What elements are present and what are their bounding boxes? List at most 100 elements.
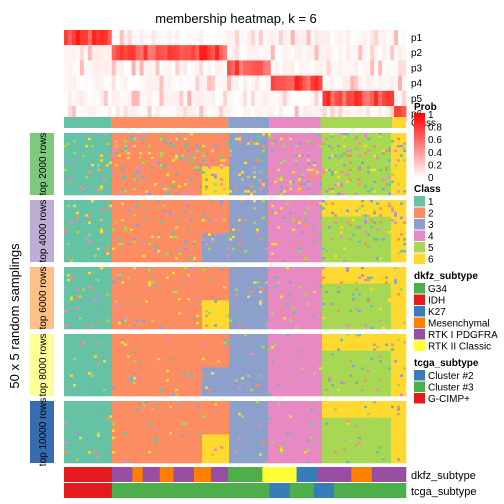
sampling-cell bbox=[355, 223, 359, 227]
sampling-cell bbox=[253, 219, 257, 222]
sampling-cell bbox=[322, 144, 326, 148]
sampling-cell bbox=[106, 154, 110, 158]
sampling-cell bbox=[121, 144, 125, 148]
class-segment bbox=[320, 117, 393, 128]
sampling-cell bbox=[70, 228, 74, 232]
sampling-cell bbox=[286, 147, 290, 150]
sampling-cell bbox=[190, 152, 194, 155]
sampling-cell bbox=[361, 164, 365, 167]
sampling-cell bbox=[253, 183, 257, 186]
sampling-cell bbox=[286, 164, 290, 167]
sampling-cell bbox=[193, 166, 197, 170]
sampling-cell bbox=[370, 175, 374, 179]
sampling-cell bbox=[241, 190, 245, 193]
sampling-cell bbox=[154, 183, 158, 186]
sampling-cell bbox=[316, 223, 320, 227]
sampling-cell bbox=[376, 192, 380, 196]
sampling-cell bbox=[202, 168, 206, 172]
sampling-cell bbox=[346, 156, 350, 160]
sampling-cell bbox=[223, 187, 227, 191]
sampling-cell bbox=[64, 159, 68, 162]
membership-cell bbox=[151, 90, 156, 106]
sampling-cell bbox=[241, 211, 245, 215]
sampling-cell bbox=[211, 216, 215, 220]
sampling-cell bbox=[73, 159, 77, 162]
sampling-cell bbox=[109, 204, 113, 208]
sampling-cell bbox=[274, 211, 278, 215]
sampling-cell bbox=[160, 211, 164, 215]
sampling-cell bbox=[70, 135, 74, 139]
sampling-cell bbox=[388, 135, 392, 139]
sampling-cell bbox=[319, 202, 323, 206]
sampling-cell bbox=[142, 142, 146, 146]
sampling-cell bbox=[157, 178, 161, 181]
sampling-cell bbox=[247, 185, 251, 189]
sampling-cell bbox=[262, 216, 266, 220]
sampling-cell bbox=[310, 190, 314, 193]
sampling-cell bbox=[274, 161, 278, 165]
sampling-cell bbox=[295, 221, 299, 225]
sampling-cell bbox=[337, 211, 341, 215]
sampling-cell bbox=[175, 183, 179, 186]
sampling-cell bbox=[337, 147, 341, 150]
sampling-cell bbox=[109, 180, 113, 184]
sampling-cell bbox=[193, 147, 197, 150]
sampling-cell bbox=[385, 207, 389, 210]
membership-cell bbox=[338, 75, 343, 91]
membership-cell bbox=[298, 75, 304, 91]
sampling-cell bbox=[238, 164, 242, 167]
sampling-cell bbox=[334, 156, 338, 160]
sampling-cell bbox=[277, 178, 281, 181]
sampling-cell bbox=[103, 219, 107, 222]
sampling-cell bbox=[352, 154, 356, 158]
sampling-cell bbox=[226, 204, 230, 208]
sampling-cell bbox=[235, 204, 239, 208]
membership-cell bbox=[155, 30, 160, 46]
sampling-cell bbox=[271, 187, 275, 191]
sampling-cell bbox=[280, 142, 284, 146]
sampling-cell bbox=[334, 144, 338, 148]
membership-cell bbox=[159, 75, 164, 91]
sampling-cell bbox=[94, 187, 98, 191]
sampling-cell bbox=[352, 226, 356, 229]
sampling-cell bbox=[208, 209, 212, 213]
sampling-cell bbox=[181, 209, 185, 213]
sampling-cell bbox=[379, 175, 383, 179]
sampling-cell bbox=[295, 211, 299, 215]
sampling-cell bbox=[130, 173, 134, 177]
membership-cell bbox=[151, 45, 156, 61]
sampling-cell bbox=[133, 183, 137, 186]
membership-cell bbox=[362, 106, 367, 122]
sampling-cell bbox=[112, 178, 116, 181]
sampling-cell bbox=[304, 226, 308, 229]
sampling-cell bbox=[109, 137, 113, 141]
sampling-cell bbox=[274, 192, 278, 196]
membership-cell bbox=[242, 106, 248, 122]
sampling-cell bbox=[67, 223, 71, 227]
membership-cell bbox=[175, 45, 180, 61]
sampling-cell bbox=[85, 161, 89, 165]
sampling-cell bbox=[340, 166, 344, 170]
sampling-cell bbox=[214, 135, 218, 139]
sampling-cell bbox=[364, 183, 368, 186]
sampling-cell bbox=[88, 142, 92, 146]
sampling-cell bbox=[214, 185, 218, 189]
sampling-cell bbox=[109, 200, 113, 203]
sampling-cell bbox=[316, 226, 320, 229]
membership-cell bbox=[330, 30, 335, 46]
sampling-cell bbox=[241, 133, 245, 136]
sampling-cell bbox=[175, 133, 179, 136]
sampling-cell bbox=[151, 219, 155, 222]
sampling-cell bbox=[340, 159, 344, 162]
sampling-cell bbox=[67, 231, 71, 234]
sampling-cell bbox=[88, 180, 92, 184]
sampling-cell bbox=[85, 207, 89, 210]
sampling-cell bbox=[181, 223, 185, 227]
sampling-cell bbox=[376, 209, 380, 213]
sampling-cell bbox=[376, 140, 380, 143]
sampling-cell bbox=[223, 173, 227, 177]
sampling-cell bbox=[70, 231, 74, 234]
sampling-cell bbox=[133, 149, 137, 153]
sampling-cell bbox=[400, 154, 404, 158]
sampling-cell bbox=[292, 166, 296, 170]
